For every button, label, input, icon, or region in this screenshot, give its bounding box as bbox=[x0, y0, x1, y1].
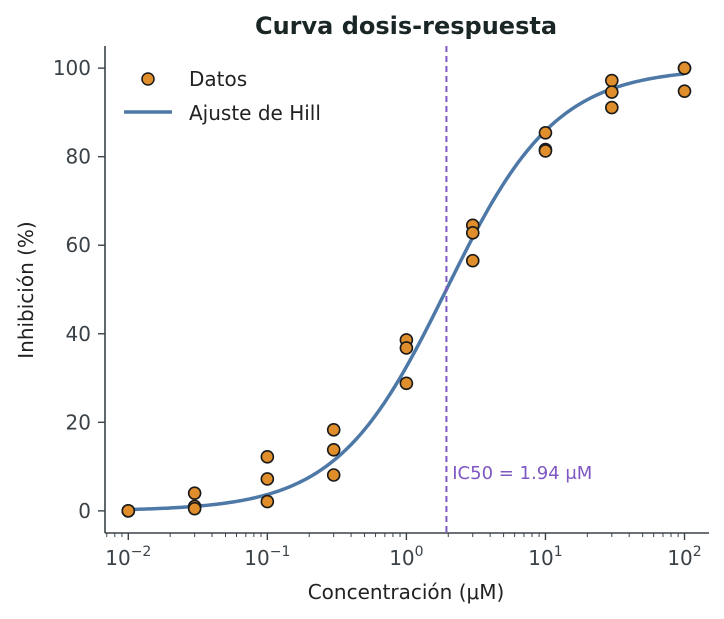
x-ticks: 10−2 10−1 100 101 102 bbox=[105, 533, 702, 570]
ic50-annotation: IC50 = 1.94 μM bbox=[452, 463, 592, 484]
x-tick-label: 10−1 bbox=[244, 544, 290, 570]
data-point bbox=[677, 61, 692, 75]
data-point bbox=[260, 472, 275, 486]
hill-fit-curve bbox=[128, 72, 685, 512]
data-point bbox=[465, 226, 480, 240]
y-axis-label: Inhibición (%) bbox=[14, 221, 38, 359]
hill-fit-layer bbox=[128, 72, 685, 512]
legend-label-datos: Datos bbox=[189, 67, 247, 91]
data-point bbox=[605, 85, 619, 99]
data-point bbox=[605, 73, 619, 88]
y-tick-label: 80 bbox=[66, 145, 91, 169]
y-tick-label: 40 bbox=[66, 322, 91, 346]
data-point bbox=[260, 494, 275, 509]
data-point bbox=[605, 100, 619, 115]
legend-label-ajuste: Ajuste de Hill bbox=[189, 101, 321, 125]
y-tick-label: 60 bbox=[66, 233, 91, 257]
legend: Datos Ajuste de Hill bbox=[124, 67, 321, 125]
x-tick-label: 102 bbox=[667, 544, 701, 570]
chart-title: Curva dosis-respuesta bbox=[255, 12, 557, 40]
y-tick-label: 0 bbox=[78, 499, 91, 523]
legend-marker-datos bbox=[141, 72, 155, 86]
data-point bbox=[538, 144, 553, 158]
x-axis-label: Concentración (μM) bbox=[308, 580, 505, 604]
y-tick-label: 100 bbox=[53, 56, 91, 80]
data-point bbox=[326, 442, 341, 457]
data-point bbox=[465, 253, 480, 268]
data-point bbox=[187, 501, 202, 516]
data-point bbox=[187, 486, 202, 500]
data-point bbox=[326, 468, 341, 482]
data-point bbox=[121, 504, 136, 518]
x-tick-label: 10−2 bbox=[105, 544, 151, 570]
data-point bbox=[677, 84, 692, 98]
y-ticks: 0 20 40 60 80 100 bbox=[53, 56, 105, 523]
data-point bbox=[399, 341, 414, 355]
y-tick-label: 20 bbox=[66, 410, 91, 434]
data-points-layer bbox=[121, 61, 692, 518]
data-point bbox=[326, 423, 341, 437]
data-point bbox=[260, 450, 275, 464]
x-tick-label: 101 bbox=[528, 544, 562, 570]
plot-area bbox=[121, 46, 692, 533]
data-point bbox=[399, 376, 414, 391]
x-tick-label: 100 bbox=[389, 544, 423, 570]
data-point bbox=[538, 125, 553, 140]
